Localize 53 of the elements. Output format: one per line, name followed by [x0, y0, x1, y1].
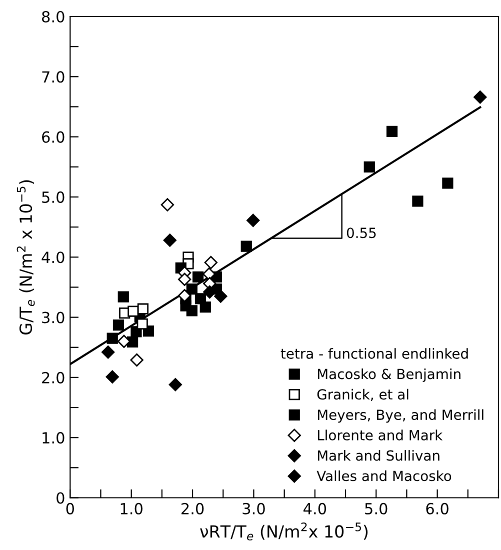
point: [136, 318, 148, 330]
point: [178, 289, 192, 302]
legend-label: Meyers, Bye, and Merrill: [318, 409, 484, 423]
annotation: 0.55: [346, 228, 376, 238]
x-tick-label: 0: [66, 502, 74, 514]
x-axis-title: νRT/T$_{e}$ (N/m$^{2}$x 10$^{−5}$): [200, 522, 368, 540]
point: [128, 306, 139, 317]
x-tick-label: 2.0: [182, 502, 204, 514]
y-tick-label: 6.0: [42, 131, 64, 143]
point: [130, 353, 144, 367]
y-axis-title: G/T$_{e}$ (N/m$^{2}$ x 10$^{−5}$): [16, 180, 35, 335]
point: [118, 291, 129, 302]
y-tick-label: 8.0: [42, 10, 64, 23]
point: [246, 214, 260, 228]
x-tick-label: 3.0: [242, 502, 265, 514]
y-tick-label: 0: [56, 492, 64, 504]
point: [442, 178, 454, 189]
point: [160, 198, 174, 212]
legend-label: Llorente and Mark: [318, 430, 443, 440]
y-tick-label: 5.0: [42, 191, 64, 203]
legend-label: Macosko & Benjamin: [318, 368, 460, 382]
legend-title: tetra - functional endlinked: [280, 348, 468, 359]
point: [412, 196, 424, 207]
point: [168, 378, 182, 392]
point: [101, 346, 115, 359]
legend-label: Valles and Macosko: [316, 470, 452, 482]
point: [106, 370, 119, 384]
y-tick-label: 4.0: [42, 252, 64, 264]
point: [178, 272, 192, 286]
legend-label: Mark and Sullivan: [318, 450, 440, 461]
point: [240, 240, 252, 252]
y-tick-label: 7.0: [42, 71, 64, 83]
point: [186, 305, 198, 316]
x-tick-label: 4.0: [304, 502, 326, 514]
legend-label: Granick, et al: [317, 388, 408, 402]
point: [192, 271, 204, 283]
point: [200, 302, 211, 313]
point: [214, 290, 228, 303]
x-tick-label: 6.0: [426, 502, 448, 514]
point: [137, 303, 149, 314]
point: [117, 334, 131, 348]
y-tick-label: 2.0: [42, 372, 64, 384]
point: [106, 332, 118, 344]
point: [364, 161, 375, 172]
point: [163, 234, 176, 247]
x-tick-label: 5.0: [365, 502, 388, 514]
point: [112, 320, 124, 331]
y-tick-label: 3.0: [42, 312, 64, 324]
y-tick-label: 1.0: [42, 432, 64, 444]
x-tick-label: 1.0: [120, 502, 142, 514]
point: [474, 90, 487, 104]
point: [386, 126, 398, 137]
point: [204, 256, 218, 270]
